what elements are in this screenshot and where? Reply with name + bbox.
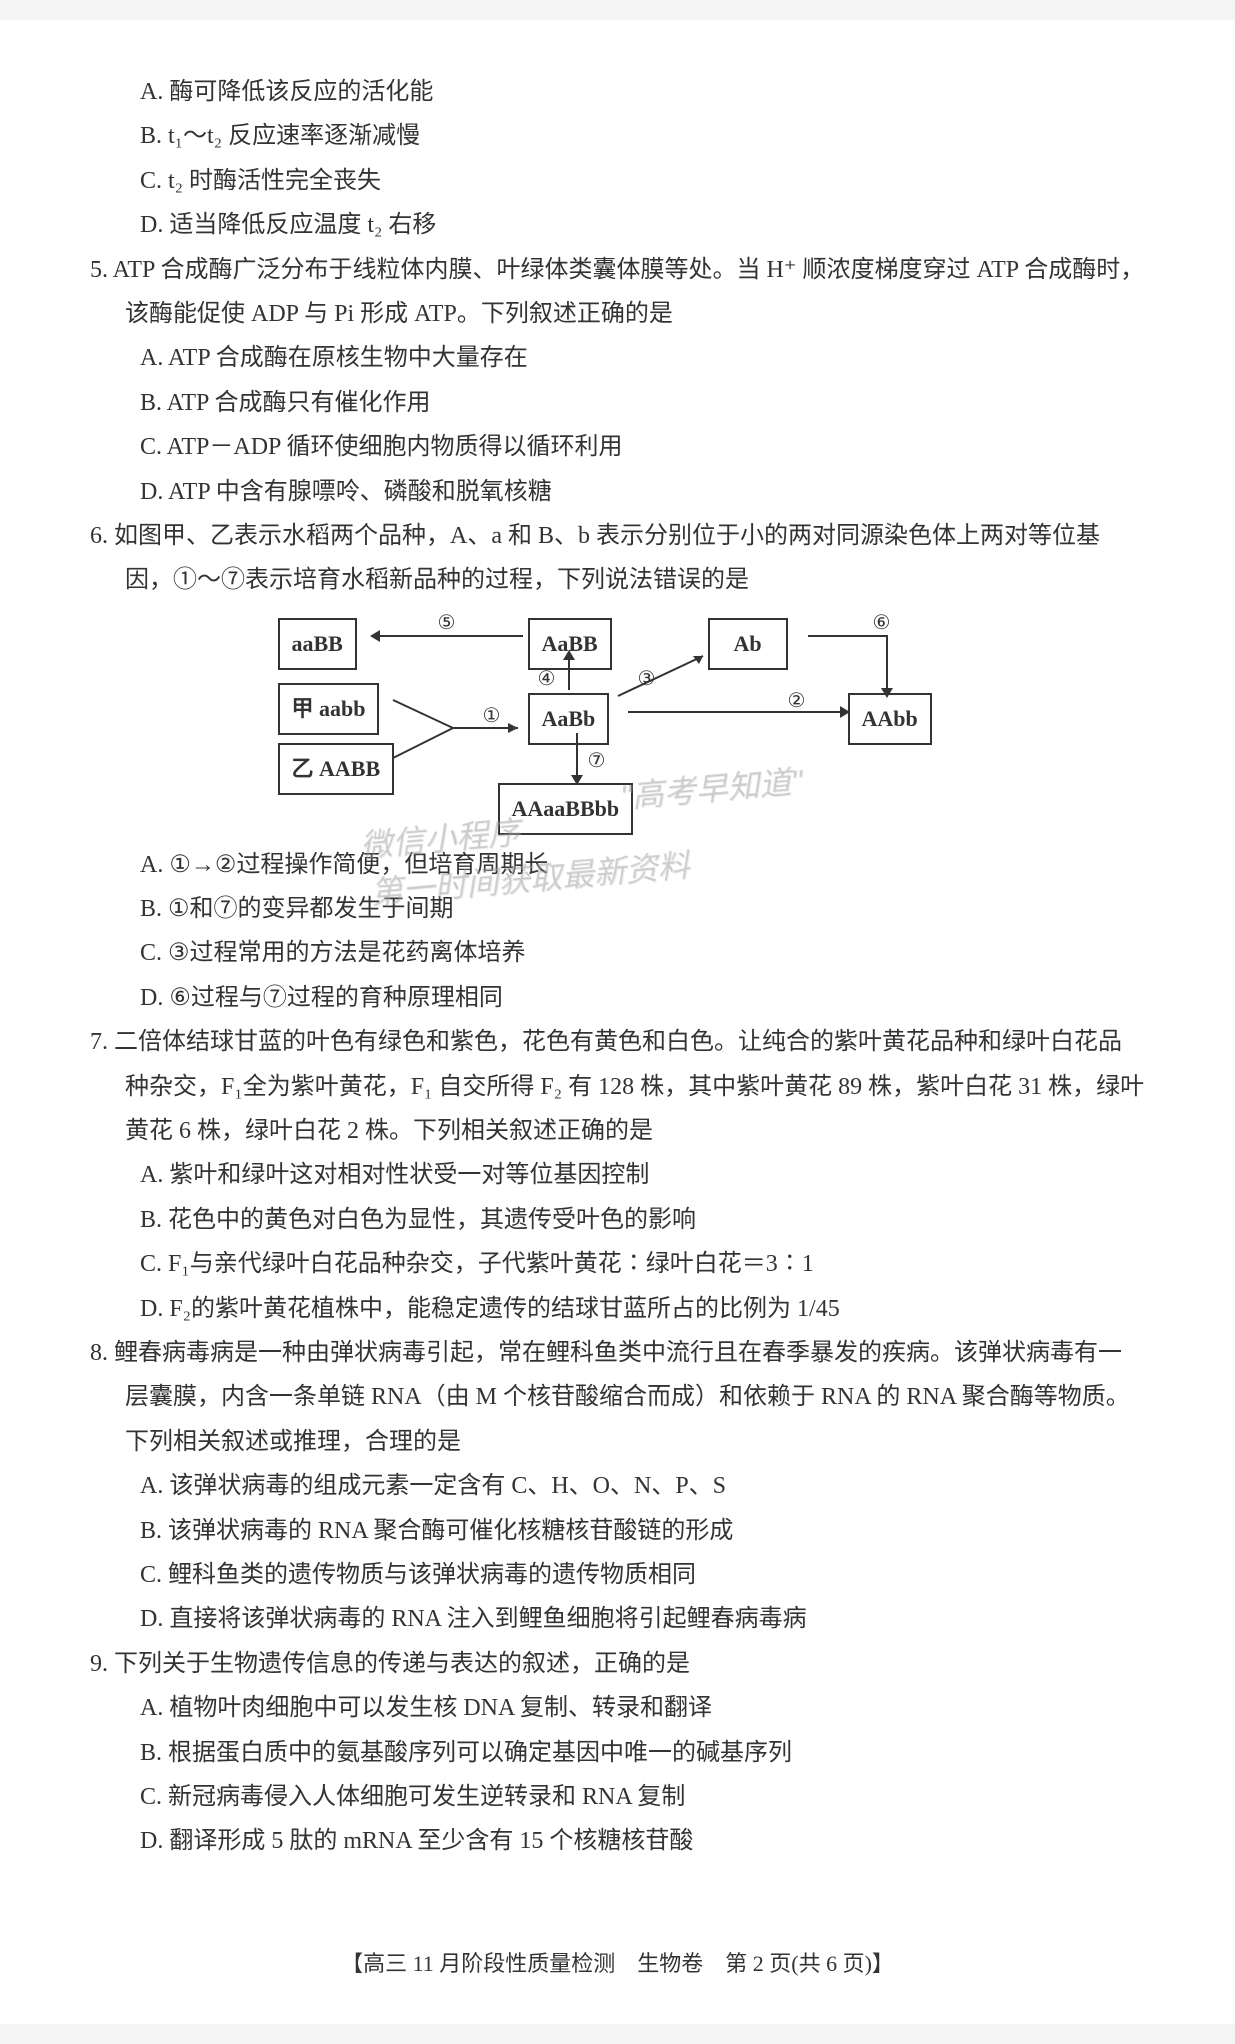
box-yi: 乙 AABB <box>278 743 395 796</box>
q7-option-d: D. F₂的紫叶黄花植株中，能稳定遗传的结球甘蓝所占的比例为 1/45 <box>90 1287 1145 1331</box>
arrow-6-head <box>881 688 893 698</box>
q5-option-c: C. ATP－ADP 循环使细胞内物质得以循环利用 <box>90 425 1145 469</box>
q4-option-c: C. t₂ 时酶活性完全丧失 <box>90 159 1145 203</box>
box-aaaabbbb: AAaaBBbb <box>498 783 634 836</box>
label-1: ① <box>483 698 501 735</box>
label-6: ⑥ <box>873 605 891 642</box>
arrow-5-head <box>370 630 380 642</box>
label-5: ⑤ <box>438 605 456 642</box>
q4-option-d: D. 适当降低反应温度 t₂ 右移 <box>90 203 1145 247</box>
arrow-4 <box>568 658 570 690</box>
q9-stem: 9. 下列关于生物遗传信息的传递与表达的叙述，正确的是 <box>90 1642 1145 1686</box>
label-3: ③ <box>638 661 656 698</box>
q8-stem: 8. 鲤春病毒病是一种由弹状病毒引起，常在鲤科鱼类中流行且在春季暴发的疾病。该弹… <box>90 1331 1145 1464</box>
q6-option-b: B. ①和⑦的变异都发生于间期 <box>90 887 1145 931</box>
arrow-2 <box>628 711 843 713</box>
arrow-3-svg <box>608 651 718 701</box>
label-2: ② <box>788 683 806 720</box>
q6-option-d: D. ⑥过程与⑦过程的育种原理相同 <box>90 976 1145 1020</box>
q7-option-a: A. 紫叶和绿叶这对相对性状受一对等位基因控制 <box>90 1153 1145 1197</box>
arrow-6b <box>886 635 888 690</box>
q9-option-c: C. 新冠病毒侵入人体细胞可发生逆转录和 RNA 复制 <box>90 1775 1145 1819</box>
q5-option-a: A. ATP 合成酶在原核生物中大量存在 <box>90 336 1145 380</box>
q8-option-a: A. 该弹状病毒的组成元素一定含有 C、H、O、N、P、S <box>90 1464 1145 1508</box>
arrow-7 <box>576 733 578 778</box>
label-7: ⑦ <box>588 743 606 780</box>
q4-option-b: B. t₁～t₂ 反应速率逐渐减慢 <box>90 114 1145 158</box>
q4-option-a: A. 酶可降低该反应的活化能 <box>90 70 1145 114</box>
box-aabb-upper: aaBB <box>278 618 357 671</box>
arrow-1-svg <box>388 688 528 768</box>
q9-option-a: A. 植物叶肉细胞中可以发生核 DNA 复制、转录和翻译 <box>90 1686 1145 1730</box>
q9-option-d: D. 翻译形成 5 肽的 mRNA 至少含有 15 个核糖核苷酸 <box>90 1819 1145 1863</box>
q7-option-c: C. F₁与亲代绿叶白花品种杂交，子代紫叶黄花∶绿叶白花＝3∶1 <box>90 1242 1145 1286</box>
box-jia: 甲 aabb <box>278 683 380 736</box>
page-footer: 【高三 11 月阶段性质量检测 生物卷 第 2 页(共 6 页)】 <box>90 1944 1145 1985</box>
q5-option-d: D. ATP 中含有腺嘌呤、磷酸和脱氧核糖 <box>90 470 1145 514</box>
q8-option-c: C. 鲤科鱼类的遗传物质与该弹状病毒的遗传物质相同 <box>90 1553 1145 1597</box>
q7-stem: 7. 二倍体结球甘蓝的叶色有绿色和紫色，花色有黄色和白色。让纯合的紫叶黄花品种和… <box>90 1020 1145 1153</box>
box-aabb-center: AaBb <box>528 693 610 746</box>
q6-option-c: C. ③过程常用的方法是花药离体培养 <box>90 931 1145 975</box>
breeding-diagram: aaBB AaBB Ab 甲 aabb AaBb AAbb 乙 AABB AAa… <box>90 613 1145 833</box>
q6-option-a: A. ①→②过程操作简便，但培育周期长 <box>90 843 1145 887</box>
exam-page: A. 酶可降低该反应的活化能 B. t₁～t₂ 反应速率逐渐减慢 C. t₂ 时… <box>0 20 1235 2024</box>
q8-option-d: D. 直接将该弹状病毒的 RNA 注入到鲤鱼细胞将引起鲤春病毒病 <box>90 1597 1145 1641</box>
label-4: ④ <box>538 661 556 698</box>
q6-stem: 6. 如图甲、乙表示水稻两个品种，A、a 和 B、b 表示分别位于小的两对同源染… <box>90 514 1145 603</box>
arrow-7-head <box>571 775 583 785</box>
q7-option-b: B. 花色中的黄色对白色为显性，其遗传受叶色的影响 <box>90 1198 1145 1242</box>
q9-option-b: B. 根据蛋白质中的氨基酸序列可以确定基因中唯一的碱基序列 <box>90 1731 1145 1775</box>
box-aabb-right: AAbb <box>848 693 932 746</box>
arrow-4-head <box>563 650 575 660</box>
q5-stem: 5. ATP 合成酶广泛分布于线粒体内膜、叶绿体类囊体膜等处。当 H⁺ 顺浓度梯… <box>90 248 1145 337</box>
q5-option-b: B. ATP 合成酶只有催化作用 <box>90 381 1145 425</box>
box-ab: Ab <box>708 618 788 671</box>
q8-option-b: B. 该弹状病毒的 RNA 聚合酶可催化核糖核苷酸链的形成 <box>90 1509 1145 1553</box>
arrow-2-head <box>840 706 850 718</box>
